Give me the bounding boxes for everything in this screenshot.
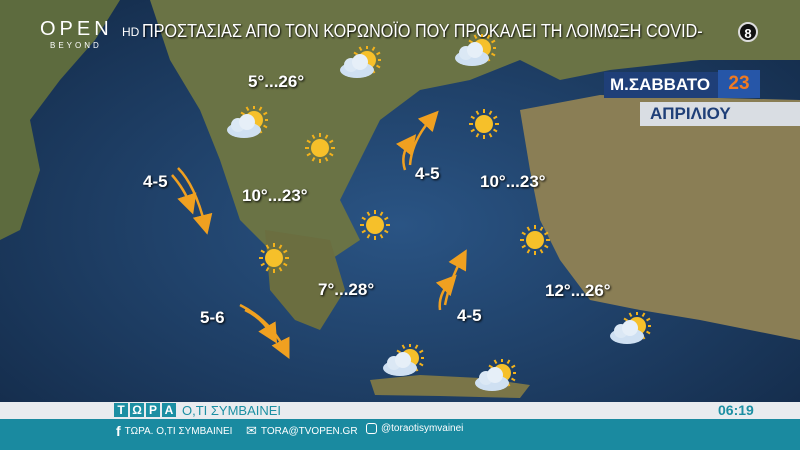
- date-day: Μ.ΣΑΒΒΑΤΟ: [604, 72, 718, 98]
- channel-logo: OPEN BEYOND: [40, 18, 113, 50]
- temp-label: 12°...26°: [545, 281, 611, 300]
- partly-cloudy-icon: [452, 33, 497, 73]
- clock: 06:19: [718, 402, 754, 418]
- wind-label: 5-6: [200, 308, 225, 327]
- sun-icon: [258, 242, 290, 279]
- show-slogan: Ο,ΤΙ ΣΥΜΒΑΙΝΕΙ: [182, 403, 282, 418]
- hd-badge: HD: [122, 25, 140, 39]
- land-peloponnese: [265, 230, 345, 330]
- lower-third-bar: [0, 402, 800, 419]
- age-rating-badge: 8: [738, 22, 758, 42]
- email-icon: ✉: [246, 423, 257, 438]
- temp-label: 10°...23°: [480, 172, 546, 191]
- temp-label: 10°...23°: [242, 186, 308, 205]
- partly-cloudy-icon: [472, 358, 517, 398]
- wind-label: 4-5: [457, 306, 482, 325]
- date-number: 23: [718, 70, 760, 98]
- facebook-icon: f: [116, 423, 121, 439]
- temp-label: 5°...26°: [248, 72, 305, 91]
- land-balkans: [150, 0, 800, 260]
- wind-label: 4-5: [415, 164, 440, 183]
- date-month: ΑΠΡΙΛΙΟΥ: [640, 102, 800, 126]
- wind-label: 4-5: [143, 172, 168, 191]
- news-ticker: ΠΡΟΣΤΑΣΙΑΣ ΑΠΟ ΤΟΝ ΚΟΡΩΝΟΪΟ ΠΟΥ ΠΡΟΚΑΛΕΙ…: [142, 21, 703, 41]
- partly-cloudy-icon: [337, 45, 382, 85]
- sun-icon: [304, 132, 336, 169]
- social-bar: [0, 419, 800, 450]
- land-italy: [0, 0, 120, 240]
- temp-label: 7°...28°: [318, 280, 375, 299]
- sun-icon: [359, 209, 391, 246]
- instagram-icon: [366, 423, 377, 434]
- partly-cloudy-icon: [607, 311, 652, 351]
- sun-icon: [468, 108, 500, 145]
- partly-cloudy-icon: [224, 105, 269, 145]
- wind-arrows: [171, 110, 467, 359]
- land-turkey: [520, 95, 800, 340]
- sun-icon: [519, 224, 551, 261]
- partly-cloudy-icon: [380, 343, 425, 383]
